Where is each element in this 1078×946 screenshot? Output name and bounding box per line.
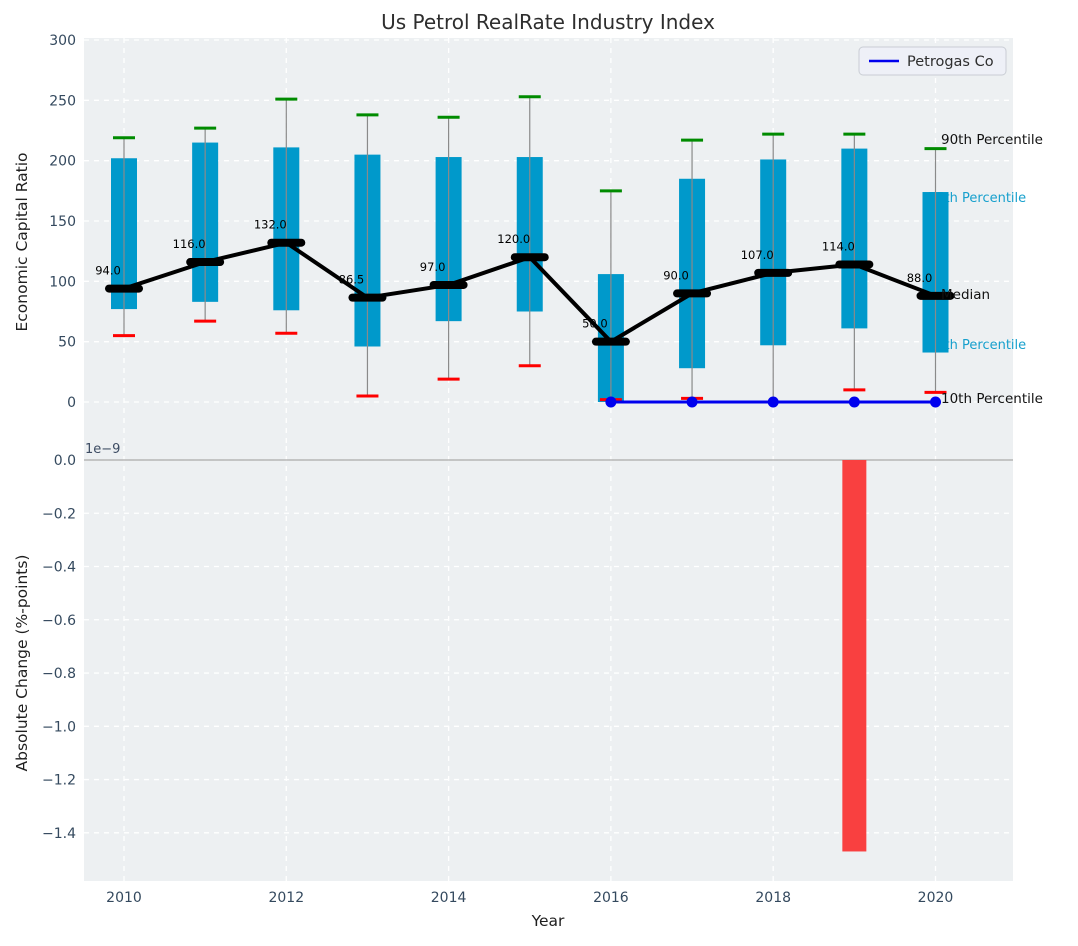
median-marker: [186, 258, 225, 267]
petrogas-marker: [605, 396, 617, 408]
median-value-label: 86.5: [339, 273, 365, 287]
negative-change-bar: [842, 460, 867, 852]
negative-change-bar-layer: [842, 460, 867, 852]
top-y-tick-label: 150: [49, 214, 76, 230]
median-value-label: 94.0: [95, 264, 121, 278]
x-axis-label: Year: [531, 912, 565, 930]
top-y-tick-label: 300: [49, 33, 76, 49]
bottom-plot-background: [84, 446, 1013, 881]
x-tick-label: 2010: [106, 890, 142, 906]
x-tick-label: 2012: [268, 890, 304, 906]
median-value-label: 116.0: [173, 237, 206, 251]
percentile-annotations-cyan: 75th Percentile 25th Percentile: [928, 191, 1026, 353]
median-marker: [673, 289, 712, 298]
percentile-annotations-black: 90th Percentile Median 10th Percentile: [941, 132, 1043, 407]
annotation-median: Median: [941, 287, 990, 303]
bottom-y-tick-label: −1.0: [42, 719, 76, 735]
bottom-y-tick-label: −1.4: [42, 826, 76, 842]
bottom-y-tick-label: −1.2: [42, 773, 76, 789]
top-y-tick-label: 50: [58, 335, 76, 351]
bottom-y-tick-label: −0.4: [42, 560, 76, 576]
median-marker: [510, 253, 549, 262]
petrogas-marker: [930, 396, 941, 408]
petrogas-marker: [767, 396, 779, 408]
annotation-90th-percentile: 90th Percentile: [941, 132, 1043, 148]
bottom-y-tick-label: 0.0: [54, 453, 76, 469]
median-marker: [835, 260, 874, 269]
y-axis-offset-label: 1e−9: [85, 442, 120, 457]
top-y-tick-label: 100: [49, 274, 76, 290]
chart-title: Us Petrol RealRate Industry Index: [381, 10, 715, 34]
annotation-25th-percentile: 25th Percentile: [928, 338, 1026, 353]
median-marker: [916, 291, 955, 300]
legend: Petrogas Co: [858, 46, 1007, 76]
bottom-y-tick-label: −0.2: [42, 506, 76, 522]
top-y-tick-labels: 0 50 100 150 200 250 300: [49, 33, 76, 411]
median-value-label: 90.0: [663, 268, 689, 282]
median-marker: [754, 268, 793, 277]
median-marker: [267, 238, 306, 247]
bottom-y-tick-labels: 0.0 −0.2 −0.4 −0.6 −0.8 −1.0 −1.2 −1.4: [42, 453, 76, 842]
whiskers-and-caps: [113, 95, 947, 404]
x-tick-label: 2018: [755, 890, 791, 906]
bottom-y-axis-label: Absolute Change (%-points): [13, 555, 31, 772]
median-value-label: 107.0: [741, 248, 774, 262]
median-value-label: 132.0: [254, 218, 287, 232]
petrogas-line: [605, 396, 941, 408]
median-line-and-markers: 94.0 116.0 132.0 86.5 97.0 120.0 50.0 90.0 107.0…: [95, 218, 955, 346]
top-y-axis-label: Economic Capital Ratio: [13, 152, 31, 331]
top-y-tick-label: 250: [49, 93, 76, 109]
median-value-label: 114.0: [822, 239, 855, 253]
median-value-label: 97.0: [420, 260, 446, 274]
median-marker: [348, 293, 387, 302]
median-marker: [105, 284, 143, 293]
bottom-y-tick-label: −0.6: [42, 613, 76, 629]
legend-label: Petrogas Co: [907, 54, 994, 70]
median-value-label: 88.0: [907, 271, 933, 285]
petrogas-marker: [848, 396, 860, 408]
annotation-10th-percentile: 10th Percentile: [941, 391, 1043, 407]
x-tick-labels: 2010 2012 2014 2016 2018 2020: [106, 890, 953, 906]
x-tick-label: 2016: [593, 890, 629, 906]
top-plot-background: [84, 38, 1013, 446]
x-tick-label: 2014: [431, 890, 467, 906]
median-marker: [429, 280, 468, 289]
legend-box: [858, 46, 1007, 76]
median-marker: [591, 337, 630, 346]
median-value-label: 50.0: [582, 317, 608, 331]
top-y-tick-label: 200: [49, 154, 76, 170]
annotation-75th-percentile: 75th Percentile: [928, 191, 1026, 206]
median-value-label: 120.0: [497, 232, 530, 246]
bottom-y-tick-label: −0.8: [42, 666, 76, 682]
top-y-tick-label: 0: [67, 395, 76, 411]
petrogas-marker: [686, 396, 698, 408]
x-tick-label: 2020: [918, 890, 954, 906]
